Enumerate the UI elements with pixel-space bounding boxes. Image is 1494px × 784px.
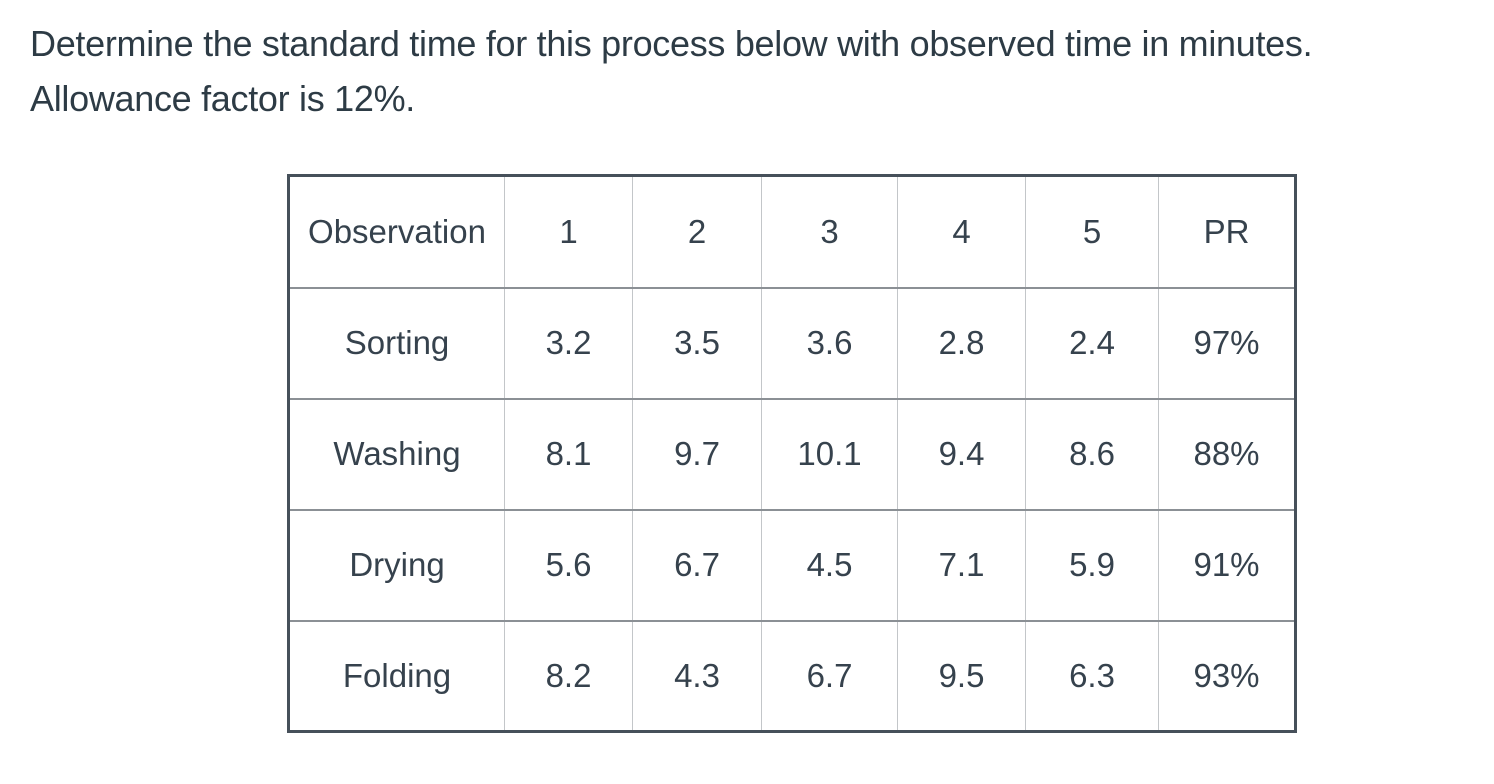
table-cell: 8.2 (504, 619, 633, 733)
table-cell-pr: 88% (1158, 397, 1296, 511)
table-cell: 7.1 (897, 508, 1026, 622)
row-label: Washing (288, 397, 505, 511)
table-cell: 3.2 (504, 286, 633, 400)
header-cell-pr: PR (1158, 174, 1296, 289)
row-label: Sorting (288, 286, 505, 400)
table-cell: 3.5 (632, 286, 762, 400)
table-cell: 4.3 (632, 619, 762, 733)
table-cell: 9.7 (632, 397, 762, 511)
table-cell: 5.9 (1025, 508, 1159, 622)
table-cell: 2.4 (1025, 286, 1159, 400)
table-cell: 6.7 (761, 619, 898, 733)
header-cell-3: 3 (761, 174, 898, 289)
process-observation-table: Observation 1 2 3 4 5 PR Sorting 3.2 3.5… (287, 174, 1297, 733)
row-label: Drying (288, 508, 505, 622)
observation-table-container: Observation 1 2 3 4 5 PR Sorting 3.2 3.5… (287, 174, 1297, 733)
table-row-sorting: Sorting 3.2 3.5 3.6 2.8 2.4 97% (288, 286, 1296, 400)
table-cell: 8.1 (504, 397, 633, 511)
header-cell-4: 4 (897, 174, 1026, 289)
row-label: Folding (288, 619, 505, 733)
header-cell-5: 5 (1025, 174, 1159, 289)
table-cell: 6.7 (632, 508, 762, 622)
header-cell-1: 1 (504, 174, 633, 289)
table-row-washing: Washing 8.1 9.7 10.1 9.4 8.6 88% (288, 397, 1296, 511)
table-cell: 5.6 (504, 508, 633, 622)
table-cell: 4.5 (761, 508, 898, 622)
table-cell: 2.8 (897, 286, 1026, 400)
table-cell: 3.6 (761, 286, 898, 400)
table-cell: 9.5 (897, 619, 1026, 733)
table-cell: 10.1 (761, 397, 898, 511)
header-cell-2: 2 (632, 174, 762, 289)
table-row-drying: Drying 5.6 6.7 4.5 7.1 5.9 91% (288, 508, 1296, 622)
header-cell-observation: Observation (288, 174, 505, 289)
table-cell-pr: 93% (1158, 619, 1296, 733)
table-cell: 8.6 (1025, 397, 1159, 511)
table-cell-pr: 97% (1158, 286, 1296, 400)
question-text: Determine the standard time for this pro… (30, 16, 1313, 126)
question-line-1: Determine the standard time for this pro… (30, 23, 1313, 64)
table-cell: 6.3 (1025, 619, 1159, 733)
table-row-folding: Folding 8.2 4.3 6.7 9.5 6.3 93% (288, 619, 1296, 733)
table-cell: 9.4 (897, 397, 1026, 511)
table-cell-pr: 91% (1158, 508, 1296, 622)
table-header-row: Observation 1 2 3 4 5 PR (288, 174, 1296, 289)
question-line-2: Allowance factor is 12%. (30, 78, 415, 119)
